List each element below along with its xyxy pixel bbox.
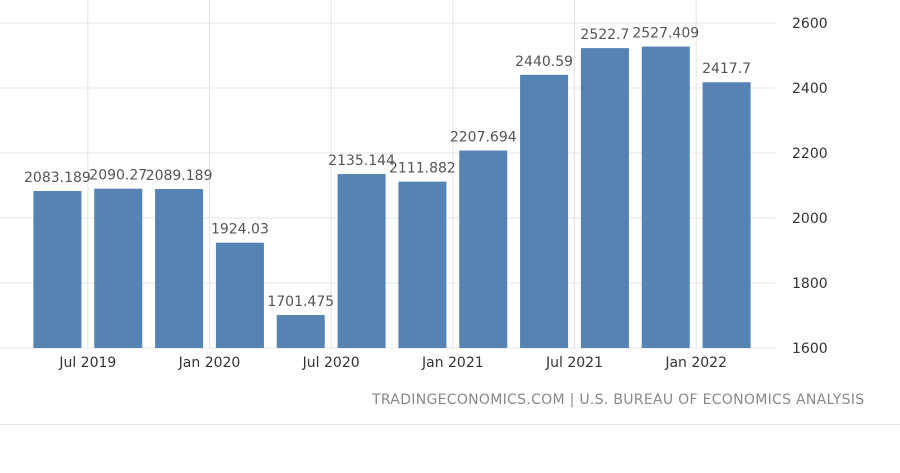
bar-value-label: 2527.409 [632,26,699,42]
x-tick-label: Jan 2021 [421,355,484,371]
bar-7 [459,150,508,348]
bar-10 [641,46,690,349]
bar-value-label: 2417.7 [702,61,751,77]
bar-9 [580,48,629,349]
bar-11 [702,82,751,348]
bar-value-label: 2135.144 [328,153,395,169]
bar-value-label: 2089.189 [146,168,213,184]
bar-value-label: 2090.27 [89,168,147,184]
bar-value-label: 2083.189 [24,170,91,186]
bar-5 [337,174,386,348]
bar-1 [94,188,143,348]
bar-value-label: 1701.475 [267,294,334,310]
x-tick-label: Jul 2020 [302,355,360,371]
bar-4 [276,315,325,348]
source-credit: TRADINGECONOMICS.COM | U.S. BUREAU OF EC… [372,392,865,408]
y-tick-label: 2200 [792,146,828,162]
bar-8 [520,74,569,348]
bar-0 [33,190,82,348]
bar-3 [215,242,264,348]
bottom-divider [0,424,900,425]
bar-value-label: 2111.882 [389,161,456,177]
x-tick-label: Jan 2022 [664,355,727,371]
x-axis-ticks: Jul 2019 Jan 2020 Jul 2020 Jan 2021 Jul 2021… [58,355,727,371]
bar-value-label: 2522.7 [580,27,629,43]
y-axis-ticks: 1600 1800 2000 2200 2400 2600 [792,16,828,357]
y-tick-label: 2400 [792,81,828,97]
y-tick-label: 1600 [792,341,828,357]
x-tick-label: Jul 2021 [545,355,603,371]
x-tick-label: Jan 2020 [178,355,241,371]
bar-value-label: 2440.59 [515,54,573,70]
bars [33,46,751,349]
y-tick-label: 2600 [792,16,828,32]
bar-value-label: 1924.03 [211,222,269,238]
y-tick-label: 1800 [792,276,828,292]
bar-6 [398,181,447,348]
x-tick-label: Jul 2019 [58,355,116,371]
bar-2 [155,189,204,348]
bar-value-label: 2207.694 [450,129,517,145]
y-tick-label: 2000 [792,211,828,227]
